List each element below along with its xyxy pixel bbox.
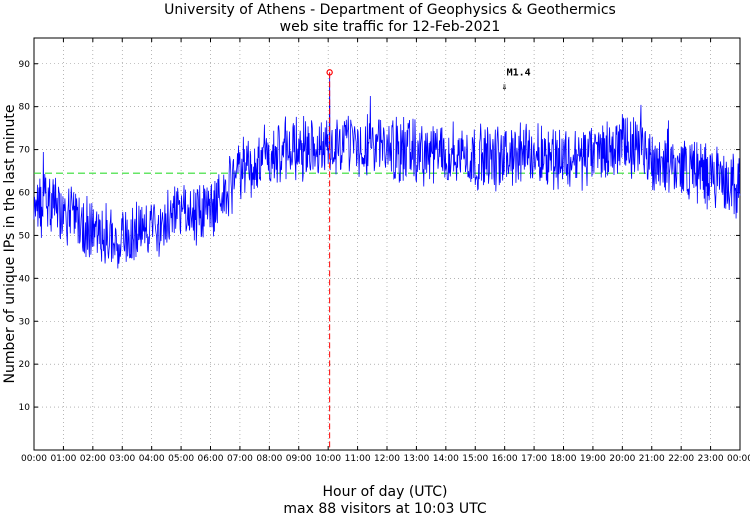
- x-tick-label: 08:00: [256, 454, 282, 464]
- grid-lines: [34, 38, 740, 450]
- x-tick-label: 22:00: [668, 454, 694, 464]
- x-tick-label: 15:00: [462, 454, 488, 464]
- max-visitors-label: max 88 visitors at 10:03 UTC: [283, 501, 486, 515]
- y-tick-label: 20: [19, 360, 31, 370]
- x-tick-label: 03:00: [109, 454, 135, 464]
- x-tick-label: 04:00: [139, 454, 165, 464]
- x-tick-label: 20:00: [609, 454, 635, 464]
- y-tick-label: 90: [19, 60, 31, 70]
- x-axis-label: Hour of day (UTC): [323, 484, 448, 500]
- y-tick-label: 60: [19, 189, 31, 199]
- x-tick-label: 07:00: [227, 454, 253, 464]
- x-tick-label: 11:00: [345, 454, 371, 464]
- x-tick-label: 01:00: [50, 454, 76, 464]
- max-marker: [326, 69, 333, 76]
- x-tick-label: 17:00: [521, 454, 547, 464]
- y-tick-label: 50: [19, 231, 31, 241]
- x-tick-label: 06:00: [198, 454, 224, 464]
- earthquake-annotation-label: M1.4: [507, 68, 531, 79]
- x-tick-label: 13:00: [403, 454, 429, 464]
- chart-subtitle: web site traffic for 12-Feb-2021: [280, 19, 501, 35]
- series-line-traffic: [33, 72, 741, 269]
- x-tick-label: 16:00: [492, 454, 518, 464]
- x-tick-label: 09:00: [286, 454, 312, 464]
- y-axis: 10 20 30 40 50 60 70 80 90: [19, 60, 740, 413]
- x-tick-label: 18:00: [551, 454, 577, 464]
- x-tick-label: 21:00: [639, 454, 665, 464]
- plot-area: [33, 37, 741, 451]
- y-tick-label: 80: [19, 103, 31, 113]
- x-tick-label: 23:00: [698, 454, 724, 464]
- chart-title: University of Athens - Department of Geo…: [164, 2, 616, 18]
- y-axis-label: Number of unique IPs in the last minute: [2, 105, 18, 384]
- x-tick-label: 00:00: [727, 454, 750, 464]
- earthquake-arrow-icon: ⇓: [502, 82, 508, 93]
- y-tick-label: 70: [19, 146, 31, 156]
- x-tick-label: 14:00: [433, 454, 459, 464]
- y-tick-label: 30: [19, 317, 31, 327]
- y-tick-label: 40: [19, 274, 31, 284]
- x-tick-label: 10:00: [315, 454, 341, 464]
- x-tick-label: 12:00: [374, 454, 400, 464]
- x-tick-label: 02:00: [80, 454, 106, 464]
- x-axis: 00:00 01:00 02:00 03:00 04:00 05:00 06:00 07:00…: [21, 38, 750, 464]
- x-tick-label: 00:00: [21, 454, 47, 464]
- x-tick-label: 05:00: [168, 454, 194, 464]
- x-tick-label: 19:00: [580, 454, 606, 464]
- y-tick-label: 10: [19, 403, 31, 413]
